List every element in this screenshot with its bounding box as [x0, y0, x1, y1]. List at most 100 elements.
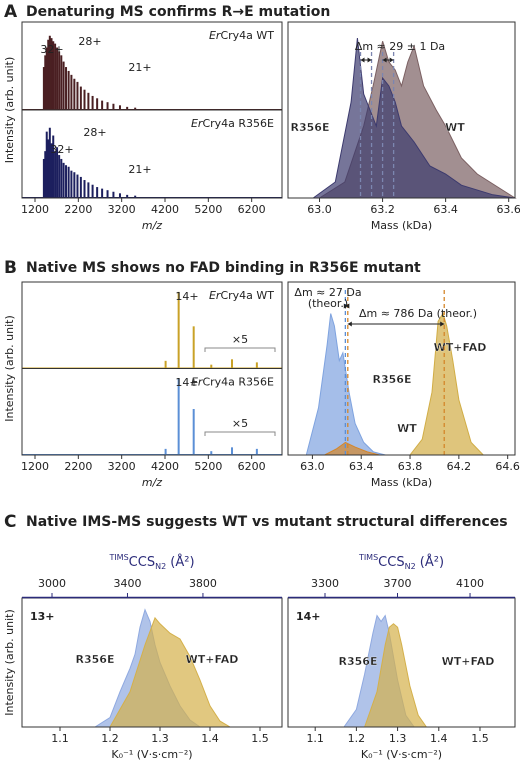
annotation: (theor.)	[308, 297, 348, 310]
series-label: WT	[445, 121, 465, 134]
annotation: Δm ≈ 786 Da (theor.)	[359, 307, 477, 320]
charge-label: 21+	[128, 61, 151, 74]
x-tick-label: 1.2	[101, 732, 119, 745]
x-tick-label: 5200	[194, 460, 222, 473]
x-axis-label: m/z	[142, 219, 162, 232]
charge-label: 21+	[128, 163, 151, 176]
area	[363, 623, 428, 728]
charge-label: 28+	[83, 126, 106, 139]
x-tick-label: 6200	[238, 460, 266, 473]
x2-label-part: CCS	[378, 555, 404, 570]
plot-frame	[21, 281, 283, 456]
x-tick-label: 3200	[108, 203, 136, 216]
y-axis-label: Intensity (arb. unit)	[3, 609, 16, 716]
x-tick-label: 3200	[108, 460, 136, 473]
x-tick-label: 64.6	[495, 460, 520, 473]
x-tick-label: 63.0	[307, 203, 332, 216]
x-tick-label: 63.8	[398, 460, 423, 473]
x2-label-part: N2	[155, 562, 166, 571]
charge-state: 14+	[296, 610, 321, 623]
series-label: R356E	[339, 655, 378, 668]
series-label: WT+FAD	[186, 653, 239, 666]
x-tick-label: 1.2	[348, 732, 366, 745]
x-tick-label: 63.4	[433, 203, 458, 216]
x2-label-part: CCS	[129, 555, 155, 570]
series-label: WT+FAD	[434, 341, 487, 354]
series-label: R356E	[373, 373, 412, 386]
legend-label: ErCry4a R356E	[191, 117, 274, 130]
panel-letter: B	[4, 258, 17, 278]
x-axis-label: Mass (kDa)	[371, 476, 432, 489]
x2-tick-label: 3700	[384, 577, 412, 590]
x-tick-label: 1.3	[151, 732, 169, 745]
arrow-head	[343, 303, 350, 309]
panel-title: Denaturing MS confirms R→E mutation	[26, 4, 330, 20]
x-tick-label: 63.4	[349, 460, 374, 473]
legend-label: ErCry4a R356E	[191, 376, 274, 389]
x2-tick-label: 3400	[113, 577, 141, 590]
y-axis-label: Intensity (arb. unit)	[3, 57, 16, 164]
x2-label-part: TIMS	[358, 553, 378, 562]
x-tick-label: 1.1	[51, 732, 69, 745]
x2-tick-label: 3000	[38, 577, 66, 590]
x-tick-label: 1200	[21, 460, 49, 473]
x-tick-label: 4200	[151, 460, 179, 473]
plot-frame	[287, 21, 516, 199]
x-tick-label: 1.5	[251, 732, 269, 745]
x-axis-label: m/z	[142, 476, 162, 489]
plot-frame	[21, 21, 283, 199]
x2-axis-label: TIMSCCSN2 (Å²)	[108, 553, 194, 571]
x-tick-label: 6200	[238, 203, 266, 216]
x-tick-label: 1.4	[201, 732, 219, 745]
x-axis-label: K₀⁻¹ (V·s·cm⁻²)	[361, 748, 442, 761]
x-axis-label: K₀⁻¹ (V·s·cm⁻²)	[111, 748, 192, 761]
x-tick-label: 64.2	[447, 460, 472, 473]
charge-label: 32+	[50, 143, 73, 156]
panel-letter: A	[4, 2, 18, 22]
x-tick-label: 5200	[194, 203, 222, 216]
x2-axis-label: TIMSCCSN2 (Å²)	[358, 553, 444, 571]
x-tick-label: 63.0	[300, 460, 325, 473]
x-tick-label: 63.2	[370, 203, 395, 216]
series-label: WT+FAD	[442, 655, 495, 668]
x2-label-part: (Å²)	[166, 554, 194, 570]
annotation: Δm ≈ 29 ± 1 Da	[355, 40, 445, 53]
area	[311, 37, 516, 199]
zoom-label: ×5	[232, 333, 248, 346]
x-tick-label: 2200	[64, 203, 92, 216]
zoom-label: ×5	[232, 417, 248, 430]
zoom-bracket	[204, 431, 276, 436]
x-tick-label: 1.4	[430, 732, 448, 745]
y-axis-label: Intensity (arb. unit)	[3, 315, 16, 422]
x-tick-label: 2200	[64, 460, 92, 473]
legend-label: ErCry4a WT	[209, 29, 274, 42]
charge-label: 28+	[78, 35, 101, 48]
x2-label-part: (Å²)	[416, 554, 444, 570]
charge-label: 32+	[40, 43, 63, 56]
charge-label: 14+	[175, 376, 198, 389]
annotation: Δm ≈ 27 Da	[294, 286, 361, 299]
x2-label-part: N2	[405, 562, 416, 571]
charge-label: 14+	[175, 290, 198, 303]
panel-title: Native IMS-MS suggests WT vs mutant stru…	[26, 514, 508, 530]
legend-label: ErCry4a WT	[209, 289, 274, 302]
arrow-head	[382, 57, 394, 63]
x2-tick-label: 3300	[311, 577, 339, 590]
x-tick-label: 1200	[21, 203, 49, 216]
x-tick-label: 63.6	[496, 203, 520, 216]
x-tick-label: 1.3	[389, 732, 407, 745]
area	[109, 616, 232, 728]
x2-tick-label: 4100	[456, 577, 484, 590]
x-tick-label: 4200	[151, 203, 179, 216]
series-label: WT	[397, 422, 417, 435]
zoom-bracket	[204, 347, 276, 352]
arrow-head	[360, 57, 372, 63]
panel-title: Native MS shows no FAD binding in R356E …	[26, 260, 421, 276]
plot-frame	[287, 281, 516, 456]
charge-state: 13+	[30, 610, 55, 623]
x2-label-part: TIMS	[108, 553, 128, 562]
panel-letter: C	[4, 512, 16, 532]
series-label: R356E	[76, 653, 115, 666]
area	[408, 312, 485, 456]
